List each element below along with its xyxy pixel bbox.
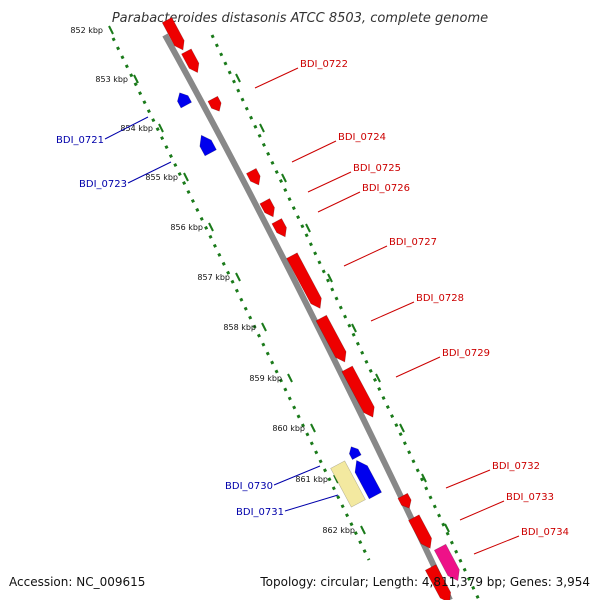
tick-mark [333, 474, 339, 484]
accession-text: Accession: NC_009615 [9, 575, 145, 589]
gene-leader-line [291, 140, 337, 163]
tick-label: 857 kbp [197, 273, 230, 282]
gene-arrow[interactable] [199, 134, 217, 157]
gene-leader-line [343, 245, 388, 267]
gene-leader-line [370, 301, 415, 322]
outer-tick-mark [375, 373, 381, 383]
outer-tick-mark [235, 73, 241, 83]
outer-tick-ring-dots [210, 34, 481, 600]
gene-arrow[interactable] [348, 446, 362, 461]
gene-arrow[interactable] [181, 48, 200, 74]
tick-mark [208, 222, 214, 232]
tick-mark [287, 373, 293, 383]
outer-tick-mark [327, 273, 333, 283]
gene-leader-line [307, 171, 352, 193]
gene-label-leaders [104, 67, 520, 555]
gene-arrow[interactable] [271, 218, 287, 238]
gene-arrow[interactable] [177, 92, 193, 109]
gene-arrow[interactable] [315, 314, 347, 363]
gene-leader-line [395, 356, 441, 378]
gene-arrow[interactable] [433, 543, 460, 582]
tick-label: 856 kbp [170, 223, 203, 232]
gene-arrow[interactable] [408, 514, 432, 549]
outer-tick-mark [399, 423, 405, 433]
gene-arrow[interactable] [424, 564, 452, 600]
tick-label: 858 kbp [223, 323, 256, 332]
gene-arrow[interactable] [330, 460, 366, 508]
gene-arrow[interactable] [245, 167, 261, 186]
gene-leader-line [273, 465, 321, 486]
outer-tick-mark [305, 223, 311, 233]
tick-mark [183, 172, 189, 182]
gene-label-reverse[interactable]: BDI_0723 [79, 179, 127, 190]
gene-label-reverse[interactable]: BDI_0730 [225, 481, 273, 492]
gene-leader-line [127, 161, 172, 184]
gene-arrow[interactable] [286, 252, 322, 309]
gene-label-forward[interactable]: BDI_0727 [389, 237, 437, 248]
tick-label: 854 kbp [120, 124, 153, 133]
tick-mark [133, 74, 139, 84]
gene-arrow[interactable] [354, 459, 383, 500]
gene-leader-line [459, 500, 505, 521]
genome-backbone [162, 33, 453, 600]
tick-mark [108, 25, 114, 35]
tick-label: 860 kbp [272, 424, 305, 433]
tick-label: 853 kbp [95, 75, 128, 84]
gene-label-forward[interactable]: BDI_0734 [521, 527, 569, 538]
tick-mark [158, 123, 164, 133]
genome-summary-text: Topology: circular; Length: 4,811,379 bp… [259, 575, 590, 589]
gene-leader-line [317, 191, 361, 213]
tick-labels: 852 kbp 853 kbp 854 kbp 855 kbp 856 kbp 857 k… [70, 26, 355, 535]
outer-tick-mark [281, 173, 287, 183]
tick-label: 852 kbp [70, 26, 103, 35]
tick-mark [235, 272, 241, 282]
gene-arrow[interactable] [207, 95, 222, 112]
tick-label: 862 kbp [322, 526, 355, 535]
gene-arrow[interactable] [161, 17, 185, 51]
gene-label-forward[interactable]: BDI_0722 [300, 59, 348, 70]
gene-label-forward[interactable]: BDI_0729 [442, 348, 490, 359]
tick-marks [108, 25, 366, 535]
gene-label-reverse[interactable]: BDI_0731 [236, 507, 284, 518]
inner-tick-ring: 852 kbp 853 kbp 854 kbp 855 kbp 856 kbp 857 k… [70, 25, 371, 561]
gene-leader-line [284, 494, 339, 512]
gene-leader-line [445, 469, 491, 489]
tick-mark [360, 525, 366, 535]
gene-label-forward[interactable]: BDI_0726 [362, 183, 410, 194]
gene-label-forward[interactable]: BDI_0732 [492, 461, 540, 472]
gene-leader-line [104, 116, 149, 140]
gene-arrow[interactable] [397, 492, 412, 509]
tick-mark [310, 423, 316, 433]
map-title: Parabacteroides distasonis ATCC 8503, co… [112, 11, 488, 26]
gene-label-reverse[interactable]: BDI_0721 [56, 135, 104, 146]
outer-tick-mark [259, 123, 265, 133]
gene-leader-line [473, 535, 520, 555]
gene-leader-line [254, 67, 299, 89]
gene-features [161, 17, 460, 600]
tick-label: 861 kbp [295, 475, 328, 484]
tick-label: 859 kbp [249, 374, 282, 383]
gene-label-forward[interactable]: BDI_0733 [506, 492, 554, 503]
tick-label: 855 kbp [145, 173, 178, 182]
outer-tick-mark [421, 473, 427, 483]
gene-arrow[interactable] [259, 198, 275, 218]
outer-tick-mark [444, 523, 450, 533]
gene-label-forward[interactable]: BDI_0728 [416, 293, 464, 304]
inner-tick-ring-dots [111, 37, 371, 561]
gene-labels: BDI_0722 BDI_0724 BDI_0725 BDI_0726 BDI_0727… [56, 59, 569, 538]
outer-tick-marks [235, 73, 450, 533]
gene-arrow[interactable] [341, 365, 375, 418]
gene-label-forward[interactable]: BDI_0725 [353, 163, 401, 174]
outer-tick-mark [351, 323, 357, 333]
gene-label-forward[interactable]: BDI_0724 [338, 132, 386, 143]
tick-mark [261, 322, 267, 332]
